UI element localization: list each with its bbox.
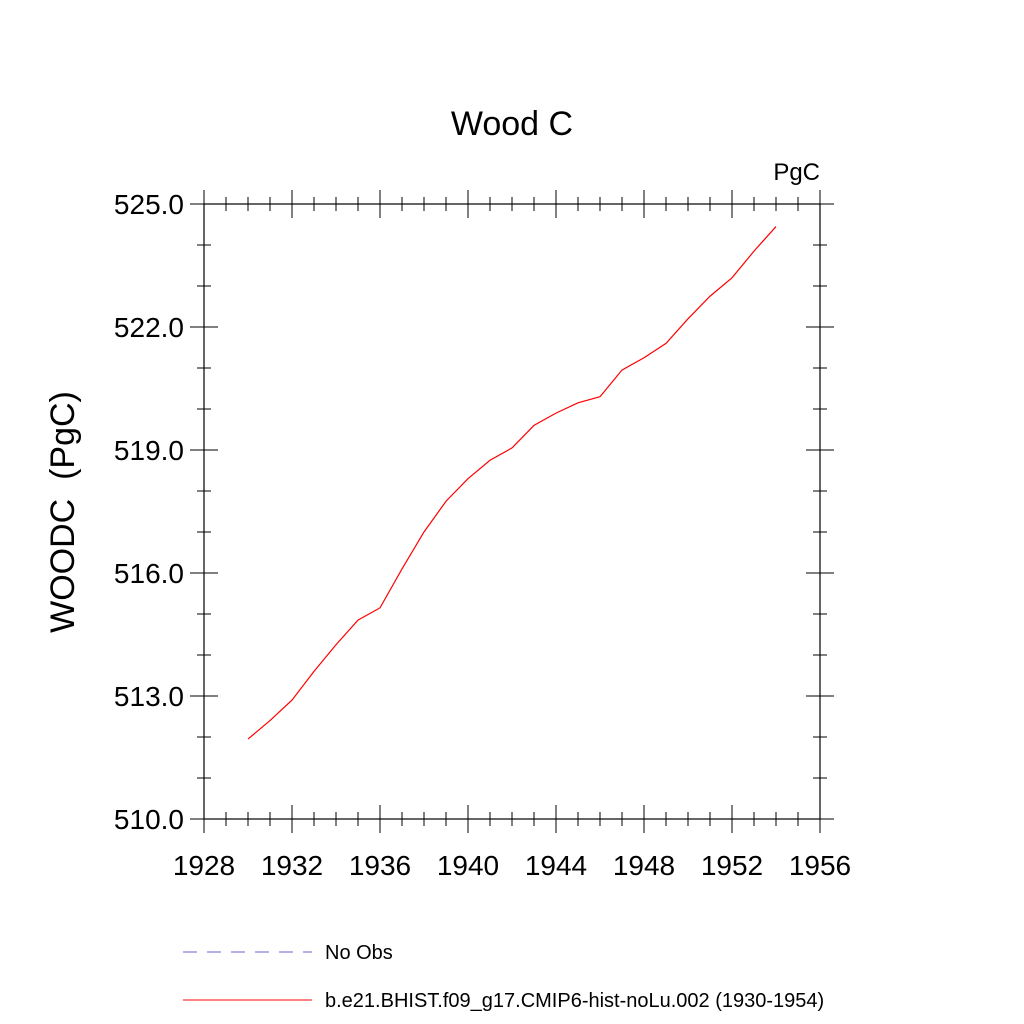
y-tick-label: 525.0 — [114, 189, 184, 220]
units-label: PgC — [773, 159, 820, 186]
series-line — [247, 226, 777, 740]
x-tick-label: 1944 — [525, 850, 587, 881]
x-tick-label: 1940 — [437, 850, 499, 881]
legend-label: No Obs — [325, 942, 393, 964]
x-tick-label: 1928 — [173, 850, 235, 881]
x-tick-label: 1936 — [349, 850, 411, 881]
plot-frame — [203, 203, 821, 820]
major-ticks — [190, 190, 834, 833]
series-lines — [247, 226, 777, 740]
y-tick-label: 522.0 — [114, 312, 184, 343]
y-axis-label: WOODC (PgC) — [44, 391, 82, 633]
legend-label: b.e21.BHIST.f09_g17.CMIP6-hist-noLu.002 … — [325, 990, 824, 1012]
x-tick-label: 1932 — [261, 850, 323, 881]
chart-title: Wood C — [451, 105, 573, 143]
y-tick-label: 519.0 — [114, 435, 184, 466]
minor-ticks — [197, 197, 827, 826]
x-tick-label: 1952 — [701, 850, 763, 881]
legend: No Obs b.e21.BHIST.f09_g17.CMIP6-hist-noL… — [183, 942, 824, 1012]
y-tick-label: 513.0 — [114, 681, 184, 712]
y-tick-label: 510.0 — [114, 804, 184, 835]
tick-labels: 1928 1932 1936 1940 1944 1948 1952 1956 510.0 513… — [114, 189, 851, 881]
x-tick-label: 1948 — [613, 850, 675, 881]
x-tick-label: 1956 — [789, 850, 851, 881]
y-tick-label: 516.0 — [114, 558, 184, 589]
